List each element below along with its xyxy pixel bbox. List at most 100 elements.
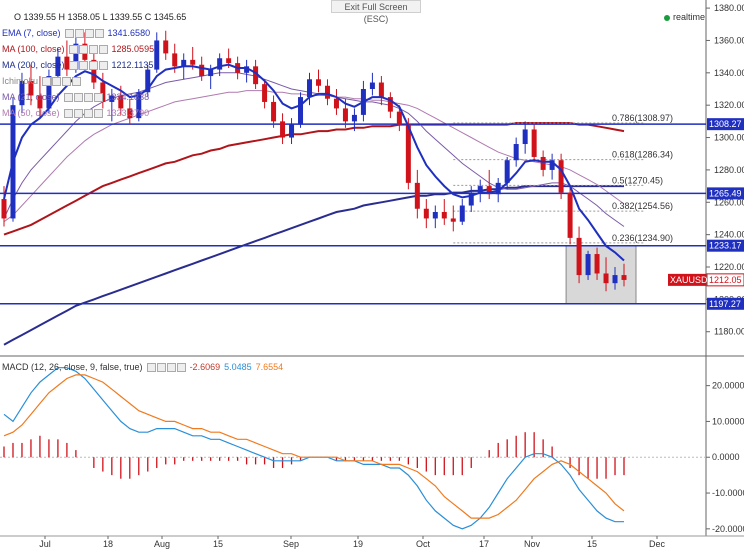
candle-body	[594, 254, 600, 274]
candle-body	[253, 66, 259, 85]
indicator-controls[interactable]	[68, 60, 108, 70]
price-tag	[707, 118, 744, 131]
indicator-legend: MA (200, close) 1212.1135	[2, 60, 153, 70]
candle-body	[46, 76, 52, 109]
macd-tick-label: 20.0000	[712, 381, 744, 391]
price-tick-label: 1260.00	[714, 197, 744, 207]
candle-body	[190, 59, 196, 65]
candle-body	[477, 186, 483, 193]
candle-body	[181, 59, 187, 67]
time-tick-label: Dec	[649, 539, 666, 549]
price-tag-label: 1233.17	[709, 241, 742, 251]
time-tick-label: Jul	[39, 539, 51, 549]
candle-body	[163, 40, 169, 54]
indicator-label: Ichimoku	[2, 76, 39, 86]
macd-value-3: 7.6554	[255, 362, 284, 372]
candle-body	[468, 192, 474, 206]
fib-level-label: 0.786(1308.97)	[612, 113, 673, 123]
realtime-dot-icon	[664, 14, 670, 21]
indicator-label: MA (100, close)	[2, 44, 65, 54]
price-tag	[707, 297, 744, 310]
candle-body	[432, 211, 438, 219]
price-tick-label: 1300.00	[714, 133, 744, 143]
candle-body	[405, 124, 411, 183]
realtime-label: realtime	[673, 12, 706, 22]
candle-body	[603, 273, 609, 284]
candle-body	[91, 59, 97, 83]
time-tick-label: 15	[213, 539, 223, 549]
candle-body	[585, 254, 591, 276]
candle-body	[172, 53, 178, 67]
price-tick-label: 1280.00	[714, 165, 744, 175]
ma-200-line	[3, 185, 624, 346]
candle-body	[387, 97, 393, 112]
candle-body	[136, 92, 142, 119]
symbol-tag-label: XAUUSD	[670, 275, 708, 285]
symbol-tag	[668, 273, 706, 286]
fib-level-label: 0.382(1254.56)	[612, 201, 673, 211]
macd-tick-label: 0.0000	[712, 452, 740, 462]
time-tick-label: 15	[587, 539, 597, 549]
candle-body	[37, 95, 43, 109]
candle-body	[459, 205, 465, 222]
price-tag	[707, 187, 744, 200]
candle-body	[262, 84, 268, 102]
ema-7-line	[3, 63, 625, 262]
price-tag-label: 1197.27	[709, 299, 741, 309]
candle-body	[576, 237, 582, 276]
candle-body	[351, 114, 357, 122]
macd-value-1: -2.6069	[189, 362, 221, 372]
macd-controls[interactable]	[146, 362, 186, 372]
indicator-value: 1323.3790	[106, 108, 150, 118]
candle-body	[315, 79, 321, 86]
indicator-legend: MA (100, close) 1285.0595	[2, 44, 154, 54]
exit-fullscreen-button[interactable]: Exit Full Screen (ESC)	[331, 0, 421, 24]
indicator-controls[interactable]	[68, 44, 108, 54]
candle-body	[522, 129, 528, 145]
price-tag-label: 1212.05	[709, 275, 742, 285]
time-tick-label: 18	[103, 539, 113, 549]
price-tick-label: 1360.00	[714, 35, 744, 45]
price-tick-label: 1320.00	[714, 100, 744, 110]
candle-body	[450, 218, 456, 222]
candle-body	[1, 199, 7, 219]
indicator-controls[interactable]	[64, 28, 104, 38]
indicator-value: 1212.1135	[111, 60, 154, 70]
candle-body	[513, 144, 519, 161]
candle-body	[271, 101, 277, 122]
candle-body	[127, 108, 133, 119]
candle-body	[145, 69, 151, 93]
candle-body	[244, 66, 250, 73]
indicator-controls[interactable]	[63, 92, 103, 102]
candle-body	[289, 124, 295, 138]
candle-body	[378, 82, 384, 98]
price-tick-label: 1380.00	[714, 3, 744, 13]
price-tick-label: 1240.00	[714, 230, 744, 240]
price-tick-label: 1180.00	[714, 327, 744, 337]
indicator-label: EMA (7, close)	[2, 28, 61, 38]
macd-tick-label: -10.0000	[712, 488, 744, 498]
indicator-controls[interactable]	[63, 108, 103, 118]
candle-body	[199, 64, 205, 77]
time-tick-label: 17	[479, 539, 489, 549]
candle-body	[64, 56, 70, 70]
candle-body	[73, 43, 79, 70]
candle-body	[333, 98, 339, 109]
indicator-label: MA (200, close)	[2, 60, 65, 70]
candle-body	[55, 56, 61, 77]
macd-legend: MACD (12, 26, close, 9, false, true) -2.…	[2, 362, 283, 372]
candle-body	[298, 97, 304, 125]
ma-21-line	[3, 72, 625, 227]
candle-body	[531, 129, 537, 157]
price-tag	[706, 273, 744, 287]
indicator-legend: Ichimoku	[2, 76, 82, 86]
macd-tick-label: 10.0000	[712, 416, 744, 426]
candle-body	[549, 160, 555, 170]
candle-body	[558, 160, 564, 193]
indicator-controls[interactable]	[42, 76, 82, 86]
fib-level-label: 0.5(1270.45)	[612, 175, 663, 185]
candle-body	[612, 275, 618, 284]
ohlc-readout: O 1339.55 H 1358.05 L 1339.55 C 1345.65	[14, 12, 187, 22]
candle-body	[369, 82, 375, 89]
